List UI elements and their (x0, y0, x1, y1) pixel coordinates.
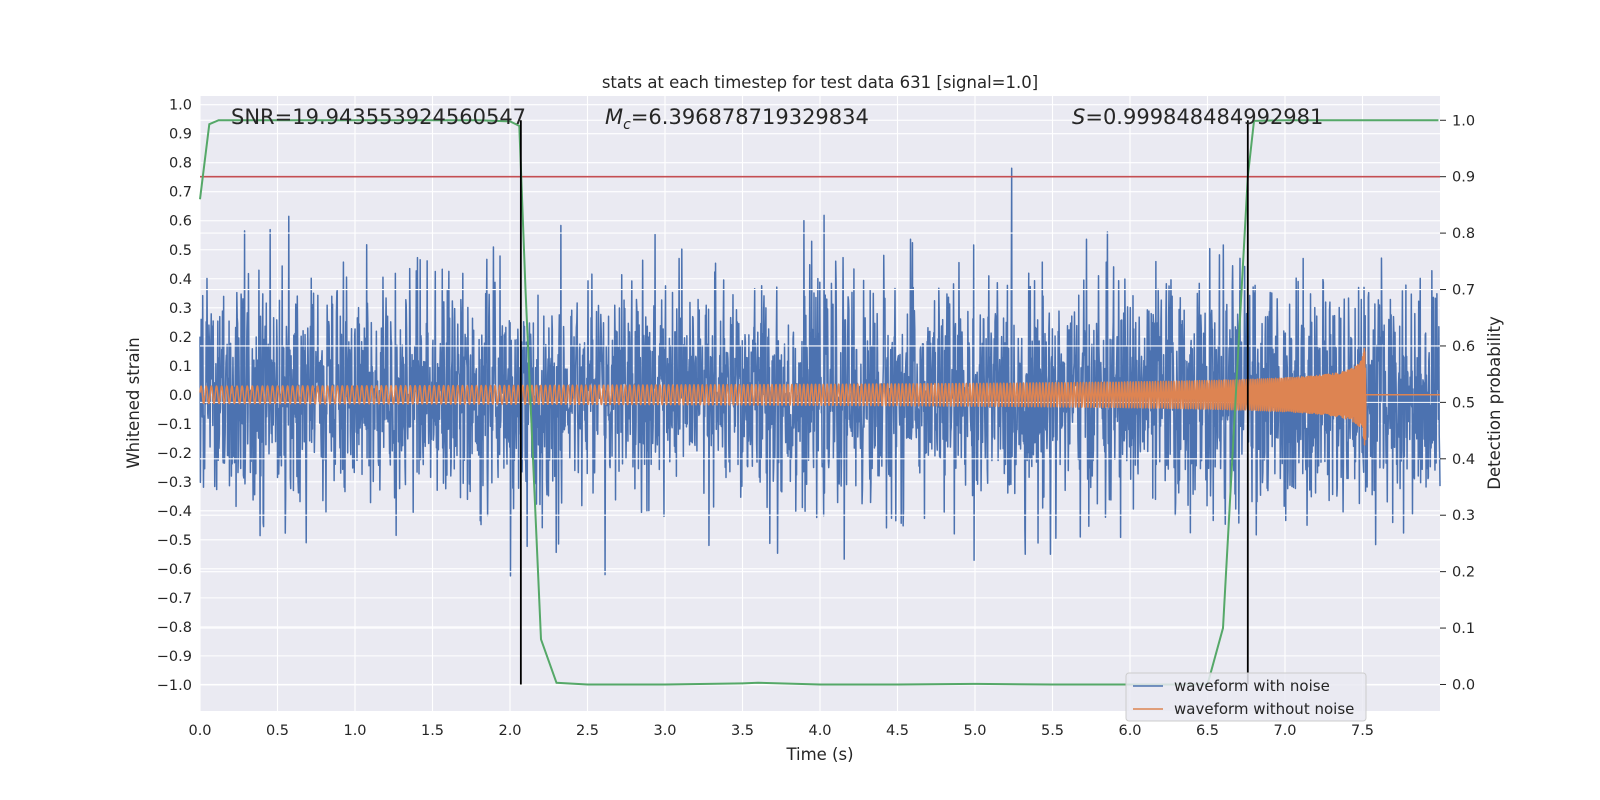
y-axis-left: 1.0 0.9 0.8 0.7 0.6 0.5 0.4 0.3 0.2 0.1 0.0 −0.1 −0.… (157, 98, 192, 694)
x-axis: 0.0 0.5 1.0 1.5 2.0 2.5 3.0 3.5 4.0 4.5 5.0 5.5 6.0 6… (188, 723, 1374, 739)
x-tick-label: 6.0 (1118, 723, 1141, 739)
x-tick-label: 6.5 (1196, 723, 1219, 739)
legend-label-clean: waveform without noise (1174, 700, 1354, 718)
y-tick-label: −0.3 (157, 475, 192, 491)
x-tick-label: 7.5 (1351, 723, 1374, 739)
y-tick-label: 0.1 (169, 359, 192, 375)
chart-title: stats at each timestep for test data 631… (602, 73, 1038, 92)
x-tick-label: 5.5 (1041, 723, 1064, 739)
y2-tick-label: 0.9 (1452, 170, 1475, 186)
y-tick-label: −0.4 (157, 504, 192, 520)
y-tick-label: −0.5 (157, 533, 192, 549)
y-tick-label: 1.0 (169, 98, 192, 114)
y2-tick-label: 0.4 (1452, 452, 1475, 468)
y-tick-label: −0.8 (157, 620, 192, 636)
x-tick-label: 1.0 (343, 723, 366, 739)
y2-tick-label: 0.1 (1452, 621, 1475, 637)
y-tick-label: 0.6 (169, 214, 192, 230)
x-tick-label: 2.5 (576, 723, 599, 739)
x-tick-label: 4.0 (808, 723, 831, 739)
y2-tick-label: 0.3 (1452, 508, 1475, 524)
chirp-mass-subscript: c (623, 117, 631, 133)
y-tick-label: −1.0 (157, 678, 192, 694)
y2-tick-label: 0.2 (1452, 565, 1475, 581)
y-tick-label: 0.9 (169, 127, 192, 143)
y2-axis-label: Detection probability (1485, 316, 1504, 490)
legend-label-noise: waveform with noise (1174, 677, 1330, 695)
y-tick-label: 0.2 (169, 330, 192, 346)
y2-tick-label: 0.0 (1452, 677, 1475, 693)
y-axis-label: Whitened strain (124, 337, 143, 468)
snr-annotation: SNR=19.943553924560547 (231, 105, 526, 129)
score-symbol: S (1072, 105, 1085, 129)
y-tick-label: −0.1 (157, 417, 192, 433)
legend: waveform with noise waveform without noi… (1125, 672, 1367, 722)
x-tick-label: 0.5 (266, 723, 289, 739)
y-tick-label: −0.2 (157, 446, 192, 462)
y-tick-label: −0.6 (157, 562, 192, 578)
overlay-lines (199, 119, 1440, 686)
chirp-mass-value: =6.396878719329834 (631, 105, 869, 129)
y-tick-label: −0.9 (157, 649, 192, 665)
score-value: =0.999848484992981 (1085, 105, 1323, 129)
y2-tick-label: 0.6 (1452, 339, 1475, 355)
x-tick-label: 0.0 (188, 723, 211, 739)
x-tick-label: 4.5 (886, 723, 909, 739)
x-tick-label: 7.0 (1273, 723, 1296, 739)
y-tick-label: −0.7 (157, 591, 192, 607)
chirp-series (199, 347, 1441, 446)
y-tick-label: 0.5 (169, 243, 192, 259)
y2-tick-label: 0.8 (1452, 226, 1475, 242)
y-tick-label: 0.4 (169, 272, 192, 288)
y-tick-label: 0.3 (169, 301, 192, 317)
y-axis-right: 1.0 0.9 0.8 0.7 0.6 0.5 0.4 0.3 0.2 0.1 0.0 (1440, 113, 1475, 693)
chirp-mass-annotation: Mc=6.396878719329834 (605, 105, 869, 133)
detection-probability-line (199, 119, 1439, 686)
x-tick-label: 3.5 (731, 723, 754, 739)
y2-tick-label: 0.5 (1452, 395, 1475, 411)
x-tick-label: 1.5 (421, 723, 444, 739)
chirp-mass-symbol: M (605, 105, 623, 129)
y2-tick-label: 1.0 (1452, 113, 1475, 129)
clean-waveform-line (199, 347, 1441, 446)
x-axis-label: Time (s) (785, 745, 853, 764)
x-tick-label: 5.0 (963, 723, 986, 739)
legend-box (1125, 672, 1367, 722)
x-tick-label: 2.0 (498, 723, 521, 739)
score-annotation: S=0.999848484992981 (1072, 105, 1323, 129)
y-tick-label: 0.8 (169, 156, 192, 172)
y-tick-label: 0.7 (169, 185, 192, 201)
y-tick-label: 0.0 (169, 388, 192, 404)
x-tick-label: 3.0 (653, 723, 676, 739)
y2-tick-label: 0.7 (1452, 283, 1475, 299)
